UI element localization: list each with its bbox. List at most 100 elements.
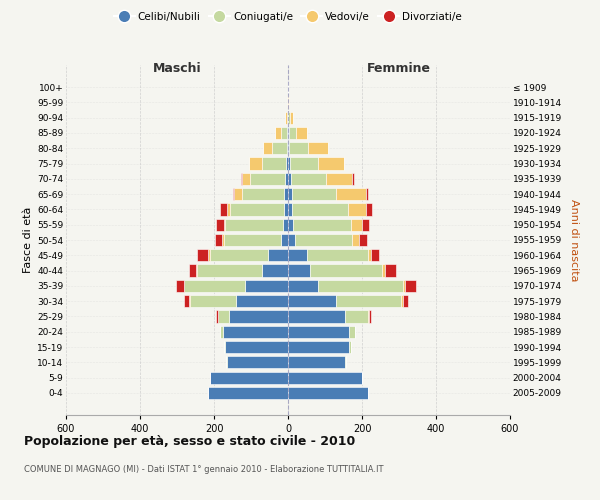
Y-axis label: Fasce di età: Fasce di età [23, 207, 33, 273]
Bar [283, 218, 288, 231]
Bar [236, 295, 288, 308]
Bar [362, 218, 369, 231]
Bar [288, 310, 346, 322]
Bar [288, 142, 289, 154]
Bar [292, 188, 336, 200]
Bar [288, 280, 317, 292]
Bar [196, 264, 197, 276]
Bar [295, 234, 352, 246]
Bar [288, 188, 292, 200]
Bar [336, 295, 401, 308]
Bar [268, 249, 288, 262]
Bar [288, 326, 349, 338]
Bar [289, 127, 296, 139]
Bar [263, 142, 272, 154]
Bar [224, 218, 226, 231]
Bar [290, 112, 293, 124]
Bar [382, 264, 385, 276]
Bar [292, 204, 348, 216]
Bar [288, 112, 290, 124]
Bar [241, 172, 242, 185]
Bar [288, 158, 290, 170]
Bar [286, 158, 288, 170]
Bar [235, 188, 242, 200]
Bar [284, 204, 288, 216]
Bar [184, 295, 189, 308]
Bar [288, 356, 346, 368]
Bar [197, 249, 208, 262]
Bar [176, 280, 184, 292]
Bar [310, 264, 382, 276]
Bar [223, 326, 288, 338]
Bar [242, 188, 284, 200]
Bar [220, 326, 223, 338]
Bar [285, 172, 288, 185]
Bar [224, 234, 281, 246]
Text: Maschi: Maschi [152, 62, 202, 75]
Bar [287, 142, 288, 154]
Bar [227, 356, 288, 368]
Y-axis label: Anni di nascita: Anni di nascita [569, 198, 578, 281]
Bar [326, 172, 352, 185]
Bar [288, 172, 291, 185]
Bar [288, 387, 368, 399]
Text: Femmine: Femmine [367, 62, 431, 75]
Bar [227, 204, 230, 216]
Bar [189, 295, 190, 308]
Bar [233, 188, 235, 200]
Bar [281, 127, 287, 139]
Legend: Celibi/Nubili, Coniugati/e, Vedovi/e, Divorziati/e: Celibi/Nubili, Coniugati/e, Vedovi/e, Di… [110, 8, 466, 26]
Bar [220, 204, 227, 216]
Bar [367, 204, 372, 216]
Bar [404, 280, 416, 292]
Bar [291, 172, 326, 185]
Bar [307, 249, 368, 262]
Bar [368, 310, 371, 322]
Bar [290, 158, 317, 170]
Bar [288, 372, 362, 384]
Bar [184, 280, 245, 292]
Bar [249, 158, 262, 170]
Bar [245, 280, 288, 292]
Bar [350, 218, 362, 231]
Bar [272, 142, 287, 154]
Bar [366, 188, 368, 200]
Bar [352, 172, 354, 185]
Bar [226, 356, 227, 368]
Bar [289, 142, 308, 154]
Bar [403, 295, 408, 308]
Bar [286, 112, 287, 124]
Bar [262, 158, 286, 170]
Bar [210, 249, 268, 262]
Text: COMUNE DI MAGNAGO (MI) - Dati ISTAT 1° gennaio 2010 - Elaborazione TUTTITALIA.IT: COMUNE DI MAGNAGO (MI) - Dati ISTAT 1° g… [24, 465, 383, 474]
Bar [218, 310, 229, 322]
Bar [190, 295, 236, 308]
Bar [215, 234, 222, 246]
Bar [288, 295, 336, 308]
Bar [226, 218, 283, 231]
Bar [288, 264, 310, 276]
Bar [317, 280, 403, 292]
Bar [208, 249, 210, 262]
Bar [308, 142, 328, 154]
Bar [287, 127, 288, 139]
Bar [293, 218, 350, 231]
Bar [371, 249, 379, 262]
Bar [346, 310, 368, 322]
Bar [385, 264, 397, 276]
Bar [216, 218, 224, 231]
Bar [288, 249, 307, 262]
Bar [287, 112, 288, 124]
Bar [189, 264, 196, 276]
Bar [262, 264, 288, 276]
Bar [349, 326, 355, 338]
Bar [224, 341, 225, 353]
Bar [352, 234, 359, 246]
Bar [225, 341, 288, 353]
Bar [210, 372, 288, 384]
Bar [368, 249, 371, 262]
Bar [359, 234, 367, 246]
Bar [281, 234, 288, 246]
Bar [288, 127, 289, 139]
Bar [296, 127, 307, 139]
